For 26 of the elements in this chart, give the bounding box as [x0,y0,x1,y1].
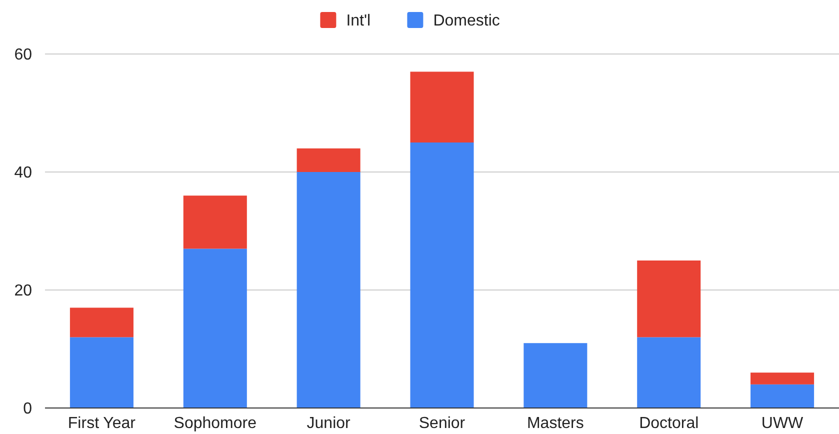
bar [296,148,360,172]
bar [637,260,701,338]
bar [637,337,701,408]
bar [750,384,814,408]
y-tick-label: 40 [14,164,32,182]
x-tick-label: First Year [68,415,136,432]
bar [296,172,360,408]
legend-label: Int'l [346,12,371,30]
bar [183,196,247,249]
x-tick-label: Senior [418,415,466,432]
x-tick-label: Junior [306,415,352,432]
bar [70,308,134,338]
x-tick-label: Doctoral [639,415,699,432]
bar [183,248,247,408]
bar [410,72,474,142]
y-tick-label: 20 [14,282,32,300]
x-tick-label: Masters [526,415,584,432]
bar [410,142,474,408]
bar [750,372,814,384]
legend-label: Domestic [433,12,500,30]
y-tick-label: 60 [14,46,32,64]
bar [70,337,134,408]
x-tick-label: UWW [761,415,804,432]
y-tick-label: 0 [23,400,32,418]
bar [524,343,588,408]
x-tick-label: Sophomore [174,415,257,432]
